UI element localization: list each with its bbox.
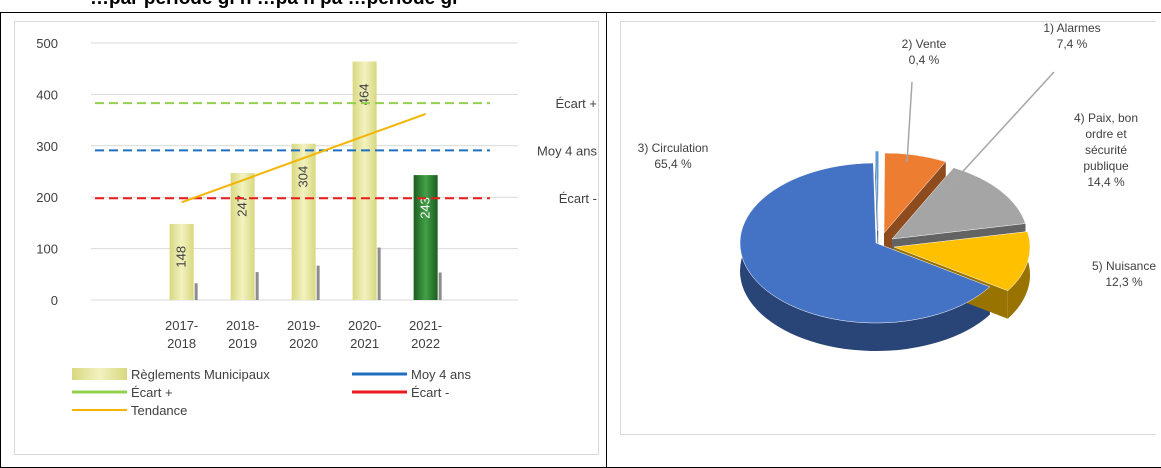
leader-line: [906, 81, 913, 163]
bar-shadow: [316, 265, 320, 300]
legend-label: Écart -: [411, 385, 449, 400]
pie-slice: [739, 162, 991, 324]
x-tick-label: 2018-: [226, 318, 259, 333]
pie-slice-label: 7,4 %: [1057, 37, 1088, 51]
pie-slice-label: 2) Vente: [902, 37, 947, 51]
pie-slice-label: publique: [1083, 159, 1129, 173]
x-tick-label: 2022: [411, 336, 440, 351]
pie-slice-label: ordre et: [1085, 127, 1127, 141]
bar: [230, 173, 255, 300]
pie-slice-label: 12,3 %: [1105, 275, 1143, 289]
reference-line-label: Écart -: [559, 191, 597, 206]
reference-line-label: Écart +: [555, 96, 597, 111]
y-tick-label: 200: [36, 190, 58, 205]
bar-chart-frame: [14, 21, 599, 455]
x-tick-label: 2021-: [409, 318, 442, 333]
bar-value-label: 243: [418, 197, 433, 219]
bar-value-label: 464: [357, 84, 372, 106]
leader-line: [943, 71, 1055, 193]
bar: [169, 223, 194, 300]
legend-label: Tendance: [131, 403, 187, 418]
pie-slice-side: [1007, 231, 1030, 319]
pie-slice: [893, 231, 1031, 292]
trend-line: [181, 112, 426, 204]
pie-slice-label: 14,4 %: [1087, 175, 1125, 189]
bar-shadow: [194, 283, 198, 300]
x-tick-label: 2020: [289, 336, 318, 351]
bar-shadow: [255, 272, 259, 300]
legend-label: Moy 4 ans: [411, 367, 471, 382]
pie-slice-label: 5) Nuisance: [1092, 259, 1156, 273]
header-cut-text: …par période gl n …pa n pa …période gl: [90, 0, 457, 10]
x-tick-label: 2019-: [287, 318, 320, 333]
y-tick-label: 300: [36, 139, 58, 154]
pie-slice: [883, 152, 947, 234]
x-tick-label: 2018: [167, 336, 196, 351]
y-tick-label: 500: [36, 36, 58, 51]
pie-slice: [875, 150, 879, 232]
bar-shadow: [377, 247, 381, 300]
bar: [413, 175, 438, 300]
y-tick-label: 0: [51, 293, 58, 308]
legend-swatch: [72, 368, 127, 380]
bar-chart: 0 100 200 300 400 500 148 2017- 2018 247 2018- 2019…: [36, 36, 597, 418]
pie-chart-panel: [606, 12, 1161, 468]
pie-slice-label: 4) Paix, bon: [1074, 111, 1138, 125]
x-tick-label: 2017-: [165, 318, 198, 333]
pie-slice-label: 0,4 %: [909, 53, 940, 67]
y-tick-label: 100: [36, 242, 58, 257]
y-tick-label: 400: [36, 87, 58, 102]
pie-slice-label: 1) Alarmes: [1043, 21, 1100, 35]
bar-value-label: 304: [296, 166, 311, 188]
legend-label: Écart +: [131, 385, 173, 400]
reference-line-label: Moy 4 ans: [537, 143, 597, 158]
x-tick-label: 2020-: [348, 318, 381, 333]
x-tick-label: 2021: [350, 336, 379, 351]
pie-chart: 1) Alarmes 7,4 % 2) Vente 0,4 % 3) Circulati…: [638, 21, 1156, 352]
pie-slice: [891, 167, 1026, 240]
legend-label: Règlements Municipaux: [131, 367, 270, 382]
pie-chart-frame: [620, 21, 1156, 435]
bar-shadow: [438, 272, 442, 300]
x-tick-label: 2019: [228, 336, 257, 351]
bar-value-label: 148: [174, 246, 189, 268]
bar: [291, 143, 316, 300]
pie-slice-label: 65,4 %: [654, 157, 692, 171]
pie-slice-label: 3) Circulation: [638, 141, 709, 155]
header-strip: …par période gl n …pa n pa …période gl: [0, 0, 1161, 12]
bar: [352, 61, 377, 301]
pie-slice-label: sécurité: [1085, 143, 1127, 157]
bar-value-label: 247: [235, 195, 250, 217]
